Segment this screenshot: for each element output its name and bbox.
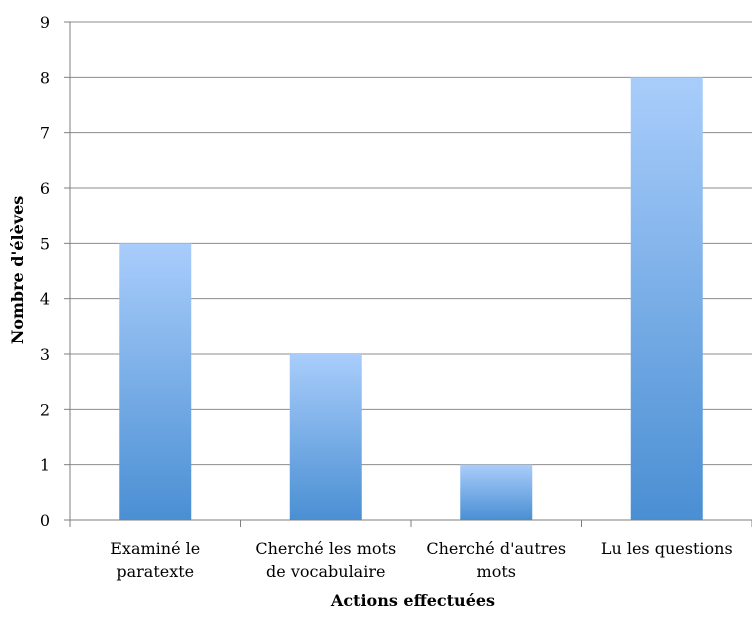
y-axis-title: Nombre d'élèves [8,196,27,345]
x-tick-label: Examiné le paratexte [110,539,200,581]
y-tick-label: 6 [40,179,50,198]
y-tick-label: 2 [40,400,50,419]
bar [119,243,192,521]
axes [64,21,752,527]
bar [630,77,703,520]
x-axis-title: Actions effectuées [330,591,495,610]
y-tick-label: 1 [40,456,50,475]
x-tick-label: Cherché d'autres mots [426,539,566,581]
y-tick-label: 9 [40,13,50,32]
bar [460,464,533,520]
y-tick-label: 0 [40,511,50,530]
bar [289,354,362,520]
x-tick-label: Lu les questions [601,539,733,558]
y-tick-label: 3 [40,345,50,364]
y-tick-label: 8 [40,68,50,87]
y-tick-label: 5 [40,234,50,253]
y-tick-label: 7 [40,124,50,143]
y-tick-label: 4 [40,290,50,309]
bars [119,77,703,521]
labels: 0 1 2 3 4 5 6 7 8 9 Examiné le paratexte Cherché les… [40,13,733,581]
x-tick-label: Cherché les mots de vocabulaire [255,539,396,581]
